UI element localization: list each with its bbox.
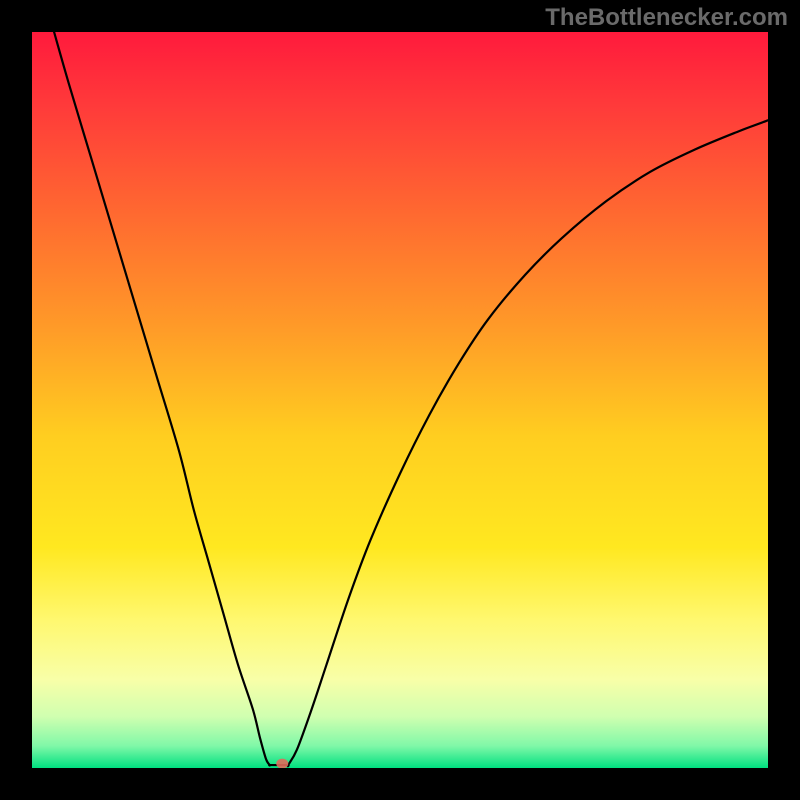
watermark-text: TheBottlenecker.com [545,4,788,32]
chart-container: TheBottlenecker.com [0,0,800,800]
plot-area [32,32,768,768]
plot-svg [32,32,768,768]
gradient-background [32,32,768,768]
